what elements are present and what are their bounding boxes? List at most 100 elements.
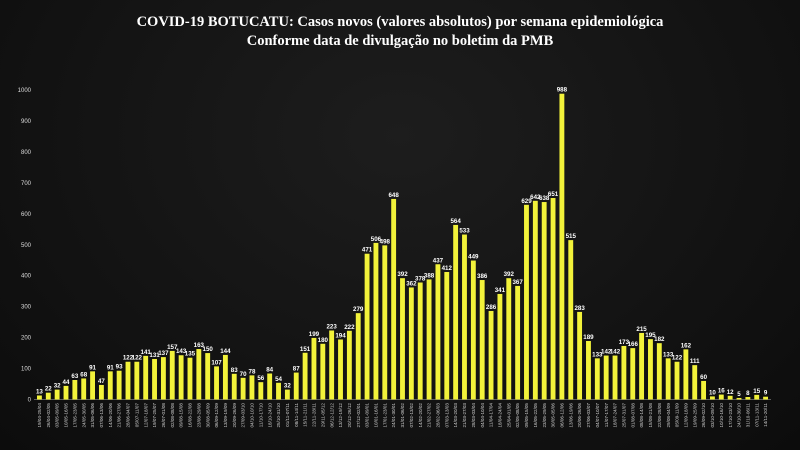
y-tick-label: 800: [21, 150, 32, 156]
bar: [497, 293, 503, 400]
data-label: 32: [54, 383, 61, 390]
data-label: 283: [574, 305, 585, 312]
data-label: 151: [300, 346, 311, 353]
data-label: 78: [249, 368, 256, 375]
x-tick-label: 31/01-06/02: [400, 403, 405, 428]
data-label: 651: [548, 191, 559, 198]
data-label: 32: [284, 383, 291, 390]
data-label: 83: [231, 367, 238, 374]
x-tick-label: 01/11-07/11: [285, 403, 290, 427]
bar: [160, 357, 166, 400]
x-tick-label: 20/06-26/06: [577, 403, 582, 428]
y-tick-label: 300: [21, 305, 32, 311]
data-label: 135: [185, 351, 196, 358]
data-label: 122: [672, 355, 683, 362]
data-label: 173: [619, 339, 630, 346]
bar: [692, 365, 698, 400]
data-label: 111: [690, 358, 700, 365]
x-tick-label: 08/11-14/11: [294, 403, 299, 427]
data-label: 60: [700, 374, 707, 381]
x-tick-label: 07/02-13/02: [409, 403, 414, 428]
data-label: 44: [63, 379, 70, 386]
data-label: 388: [424, 272, 435, 279]
bar: [205, 353, 211, 400]
x-tick-label: 11/07-17/07: [604, 403, 609, 428]
x-tick-label: 10/05-16/05: [64, 403, 69, 428]
data-label: 648: [388, 192, 399, 199]
x-tick-label: 26/09-02/10: [701, 403, 706, 428]
bar: [169, 350, 175, 400]
data-label: 5: [737, 391, 741, 398]
x-tick-label: 04/04-10/04: [480, 403, 485, 428]
x-tick-label: 29/08-04/09: [666, 403, 671, 428]
x-tick-label: 07/06-13/06: [99, 403, 104, 428]
data-label: 437: [433, 257, 444, 264]
data-label: 362: [406, 280, 417, 287]
x-tick-label: 31/05-06/06: [90, 403, 95, 428]
x-tick-label: 18/07-24/07: [613, 403, 618, 428]
bar: [701, 380, 707, 400]
x-tick-label: 17/01-23/01: [382, 403, 387, 428]
y-tick-label: 0: [28, 398, 32, 404]
x-tick-label: 04/07-10/07: [595, 403, 600, 428]
bar: [284, 389, 290, 400]
bar: [400, 278, 405, 400]
data-label: 222: [344, 324, 355, 331]
data-label: 10: [709, 389, 716, 396]
bar: [116, 370, 122, 400]
bar: [710, 396, 715, 400]
bar: [674, 361, 680, 400]
data-label: 386: [477, 273, 488, 280]
x-tick-label: 24/05-30/05: [81, 403, 86, 428]
data-label: 189: [583, 334, 594, 341]
x-tick-label: 30/08-05/09: [205, 403, 210, 428]
data-label: 150: [203, 346, 214, 353]
data-label: 498: [380, 238, 391, 245]
data-label: 515: [566, 233, 577, 240]
bar: [444, 271, 450, 400]
bar: [603, 355, 609, 400]
x-tick-label: 23/08-29/08: [196, 403, 201, 428]
y-tick-label: 600: [21, 212, 32, 218]
bar: [515, 285, 521, 400]
bar: [240, 377, 246, 400]
bars: [36, 93, 769, 400]
x-tick-label: 02/05-08/05: [515, 403, 520, 428]
x-tick-label: 02/08-08/08: [170, 403, 175, 428]
y-tick-label: 1000: [18, 88, 32, 94]
bar: [718, 394, 724, 400]
bar: [532, 200, 538, 400]
bar: [594, 358, 600, 400]
x-tick-label: 13/09-19/09: [223, 403, 228, 428]
x-tick-label: 07/11-13/11: [754, 403, 759, 427]
data-label: 93: [116, 364, 123, 371]
x-tick-label: 18/04-24/04: [498, 403, 503, 428]
x-tick-label: 04/10-10/10: [250, 403, 255, 428]
data-label: 638: [539, 195, 550, 202]
bar: [302, 352, 308, 400]
data-label: 143: [176, 348, 187, 355]
bar: [338, 339, 343, 400]
data-label: 506: [371, 236, 382, 243]
x-tick-label: 11/10-17/10: [258, 403, 263, 428]
bar: [222, 354, 228, 400]
data-label: 449: [468, 254, 479, 261]
data-label: 54: [275, 376, 282, 383]
data-label: 122: [123, 355, 134, 362]
x-tick-label: 22/08-28/08: [657, 403, 662, 428]
y-tick-label: 500: [21, 243, 32, 249]
x-tick-label: 19/09-25/09: [692, 403, 697, 428]
bar: [568, 240, 574, 400]
x-tick-label: 12/09-18/09: [683, 403, 688, 428]
y-tick-label: 100: [21, 367, 32, 373]
x-tick-label: 03/01-09/01: [365, 403, 370, 428]
x-tick-label: 19/04-25/04: [37, 403, 42, 428]
data-label: 13: [36, 388, 43, 395]
bar: [665, 358, 671, 400]
x-tick-label: 05/07-11/07: [134, 403, 139, 428]
x-tick-label: 14/06-20/06: [108, 403, 113, 428]
x-tick-label: 16/05-22/05: [533, 403, 538, 428]
data-label: 199: [309, 331, 320, 338]
data-label: 142: [601, 349, 612, 356]
data-label: 533: [459, 228, 470, 235]
